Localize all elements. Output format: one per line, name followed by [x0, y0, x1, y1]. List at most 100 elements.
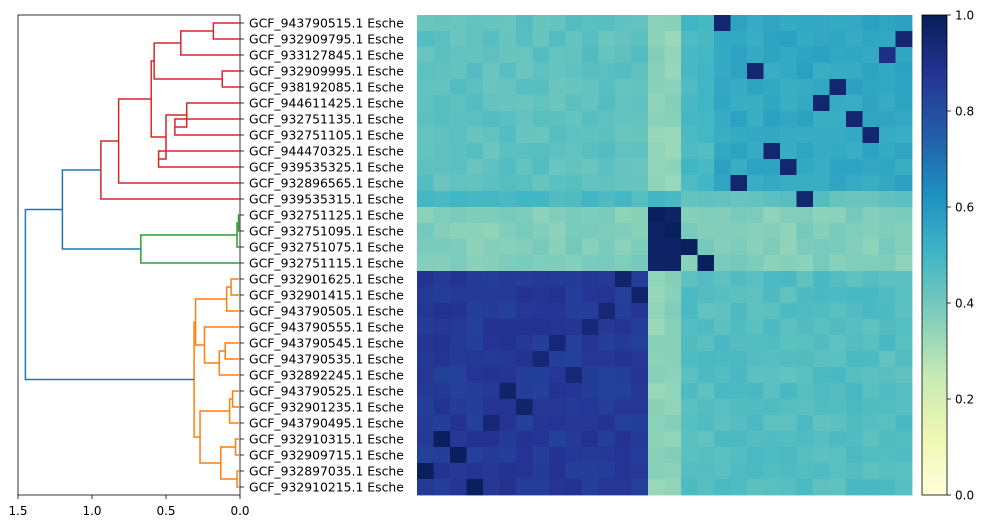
heatmap-cell — [829, 63, 847, 80]
heatmap-cell — [549, 367, 566, 384]
heatmap-cell — [763, 47, 781, 64]
heatmap-cell — [631, 479, 649, 496]
heatmap-cell — [763, 207, 781, 224]
heatmap-cell — [879, 127, 896, 144]
heatmap-cell — [648, 479, 665, 496]
heatmap-cell — [516, 63, 533, 80]
heatmap-cell — [549, 271, 566, 288]
heatmap-cell — [598, 15, 616, 32]
heatmap-cell — [763, 303, 781, 320]
heatmap-cell — [714, 351, 731, 368]
heatmap-cell — [532, 431, 550, 448]
heatmap-cell — [499, 319, 517, 336]
heatmap-cell — [516, 447, 533, 464]
heatmap-cell — [483, 207, 500, 224]
heatmap-cell — [747, 319, 764, 336]
heatmap-cell — [417, 415, 434, 432]
leaf-label: GCF_932751135.1 Esche — [249, 111, 404, 126]
heatmap-cell — [780, 79, 797, 96]
heatmap-cell — [796, 79, 814, 96]
heatmap-cell — [747, 287, 764, 304]
heatmap-cell — [598, 367, 616, 384]
heatmap-cell — [862, 351, 880, 368]
heatmap-cell — [433, 287, 451, 304]
heatmap-cell — [648, 207, 665, 224]
leaf-label: GCF_932910215.1 Esche — [249, 479, 404, 494]
heatmap-cell — [598, 207, 616, 224]
heatmap-cell — [466, 383, 484, 400]
heatmap-cell — [780, 431, 797, 448]
heatmap-cell — [516, 255, 533, 272]
heatmap-cell — [813, 319, 830, 336]
heatmap-cell — [780, 31, 797, 48]
heatmap-cell — [565, 175, 583, 192]
heatmap-cell — [895, 191, 913, 208]
heatmap-cell — [813, 31, 830, 48]
colorbar-tick-label: 0.6 — [955, 200, 974, 214]
heatmap-cell — [648, 239, 665, 256]
heatmap-cell — [466, 223, 484, 240]
heatmap-cell — [730, 79, 748, 96]
heatmap-cell — [582, 239, 599, 256]
heatmap-cell — [417, 271, 434, 288]
heatmap-cell — [829, 319, 847, 336]
heatmap-cell — [747, 255, 764, 272]
heatmap-cell — [780, 239, 797, 256]
heatmap-cell — [697, 127, 715, 144]
heatmap-cell — [763, 175, 781, 192]
heatmap-cell — [450, 191, 467, 208]
heatmap-cell — [730, 367, 748, 384]
heatmap-cell — [532, 15, 550, 32]
heatmap-cell — [895, 399, 913, 416]
colorbar-ticks: 0.0 0.2 0.4 0.6 0.8 1.0 — [947, 8, 974, 502]
heatmap-cell — [549, 351, 566, 368]
heatmap-cell — [714, 223, 731, 240]
similarity-heatmap — [417, 15, 913, 496]
heatmap-cell — [532, 415, 550, 432]
heatmap-cell — [780, 399, 797, 416]
heatmap-cell — [532, 191, 550, 208]
heatmap-cell — [565, 399, 583, 416]
heatmap-cell — [648, 271, 665, 288]
heatmap-cell — [879, 31, 896, 48]
heatmap-cell — [532, 271, 550, 288]
heatmap-cell — [483, 255, 500, 272]
heatmap-cell — [895, 447, 913, 464]
heatmap-cell — [747, 127, 764, 144]
heatmap-cell — [796, 255, 814, 272]
heatmap-cell — [895, 303, 913, 320]
heatmap-cell — [433, 463, 451, 480]
heatmap-cell — [615, 79, 632, 96]
heatmap-cell — [862, 415, 880, 432]
heatmap-cell — [631, 111, 649, 128]
heatmap-cell — [648, 127, 665, 144]
heatmap-cell — [466, 15, 484, 32]
heatmap-cell — [549, 287, 566, 304]
heatmap-cell — [582, 127, 599, 144]
heatmap-cell — [681, 287, 698, 304]
heatmap-cell — [631, 15, 649, 32]
heatmap-cell — [549, 159, 566, 176]
heatmap-cell — [532, 335, 550, 352]
heatmap-cell — [615, 95, 632, 112]
heatmap-cell — [780, 63, 797, 80]
heatmap-cell — [681, 207, 698, 224]
heatmap-cell — [582, 143, 599, 160]
heatmap-cell — [681, 143, 698, 160]
colorbar-tick-label: 1.0 — [955, 8, 974, 22]
leaf-label: GCF_943790515.1 Esche — [249, 15, 404, 30]
heatmap-cell — [433, 303, 451, 320]
heatmap-cell — [747, 111, 764, 128]
leaf-label: GCF_932896565.1 Esche — [249, 175, 404, 190]
heatmap-cell — [747, 79, 764, 96]
heatmap-cell — [450, 47, 467, 64]
heatmap-cell — [450, 431, 467, 448]
heatmap-cell — [697, 351, 715, 368]
heatmap-cell — [829, 287, 847, 304]
heatmap-cell — [796, 415, 814, 432]
heatmap-cell — [582, 335, 599, 352]
heatmap-cell — [796, 383, 814, 400]
heatmap-cell — [549, 479, 566, 496]
heatmap-cell — [846, 431, 863, 448]
heatmap-cell — [648, 63, 665, 80]
